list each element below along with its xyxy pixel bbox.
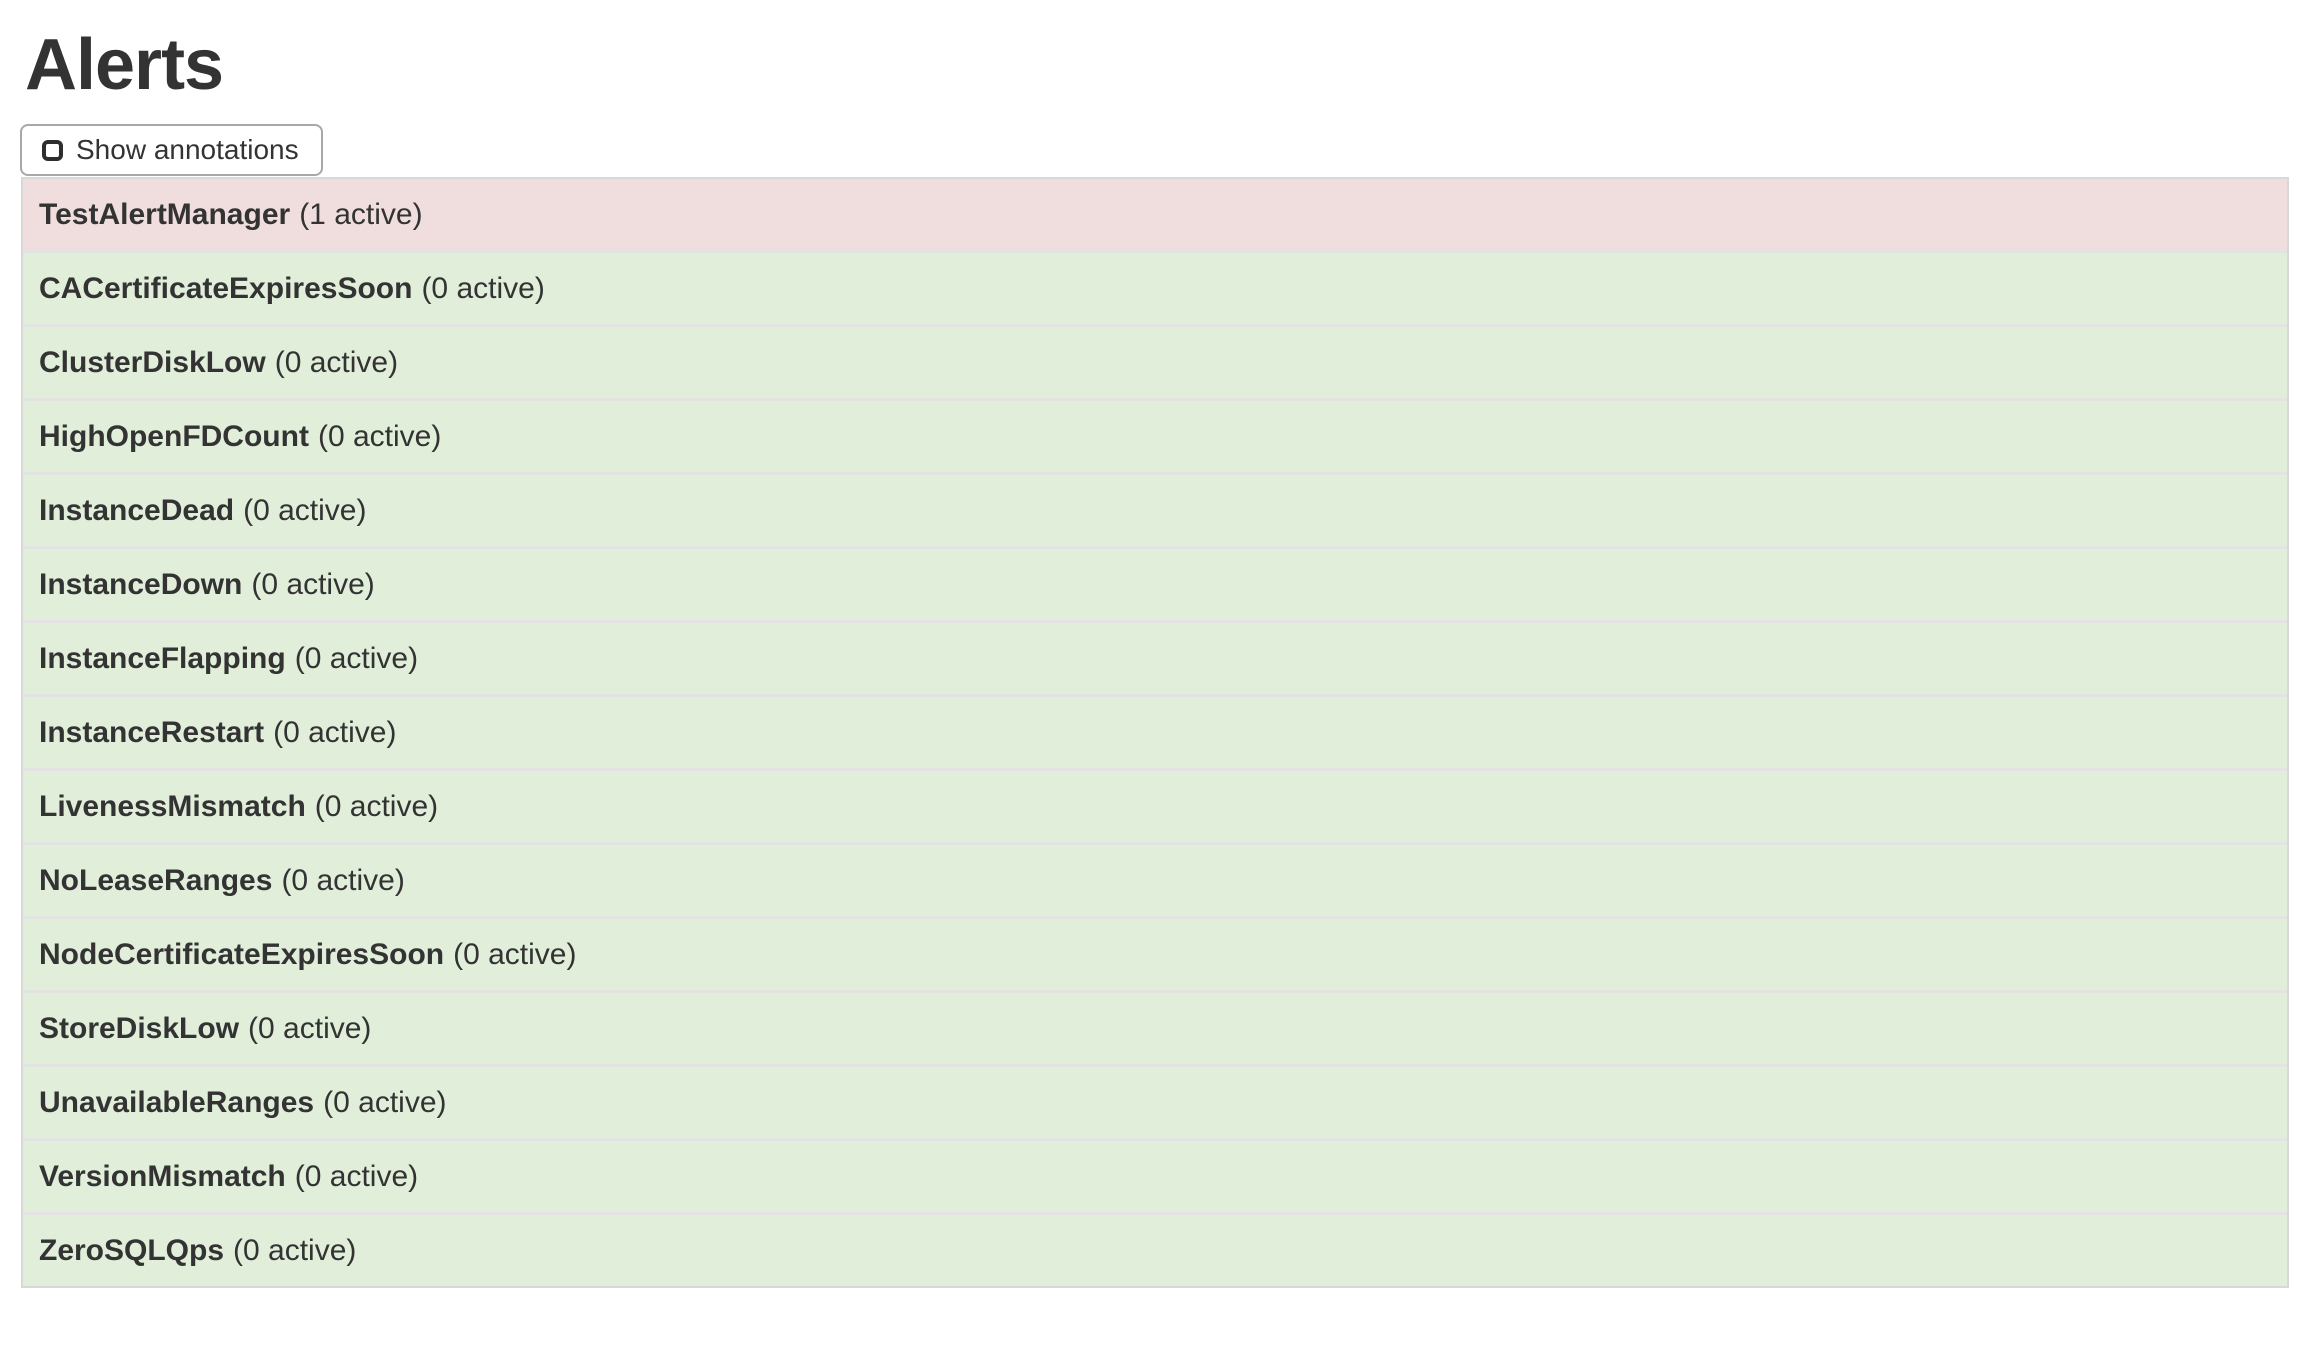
alert-rule-row[interactable]: StoreDiskLow (0 active) xyxy=(23,993,2287,1068)
alert-rule-row[interactable]: TestAlertManager (1 active) xyxy=(23,179,2287,254)
alert-active-count: (0 active) xyxy=(453,937,577,971)
alert-active-count: (0 active) xyxy=(294,1159,419,1193)
alert-name: InstanceRestart xyxy=(39,715,265,749)
alert-active-count: (0 active) xyxy=(243,493,367,527)
alert-rule-row[interactable]: InstanceRestart (0 active) xyxy=(23,697,2287,772)
alert-name: InstanceDead xyxy=(39,493,235,527)
alert-name: UnavailableRanges xyxy=(39,1085,315,1119)
alert-name: VersionMismatch xyxy=(39,1159,286,1193)
alert-rule-row[interactable]: NodeCertificateExpiresSoon (0 active) xyxy=(23,919,2287,994)
alert-rule-row[interactable]: ZeroSQLQps (0 active) xyxy=(23,1215,2287,1287)
alert-rule-row[interactable]: InstanceFlapping (0 active) xyxy=(23,623,2287,698)
alert-active-count: (0 active) xyxy=(273,715,397,749)
show-annotations-label: Show annotations xyxy=(76,134,299,166)
alert-active-count: (0 active) xyxy=(314,789,439,823)
alert-active-count: (0 active) xyxy=(233,1233,357,1267)
alert-active-count: (0 active) xyxy=(317,419,442,453)
alert-rule-row[interactable]: UnavailableRanges (0 active) xyxy=(23,1067,2287,1142)
alert-rule-row[interactable]: CACertificateExpiresSoon (0 active) xyxy=(23,253,2287,328)
alert-active-count: (0 active) xyxy=(323,1085,447,1119)
alert-name: CACertificateExpiresSoon xyxy=(39,271,413,305)
alert-active-count: (0 active) xyxy=(294,641,419,675)
alert-list: TestAlertManager (1 active) CACertificat… xyxy=(21,177,2289,1289)
alert-name: ClusterDiskLow xyxy=(39,345,266,379)
alert-active-count: (0 active) xyxy=(281,863,405,897)
alert-name: HighOpenFDCount xyxy=(39,419,309,453)
alert-rule-row[interactable]: InstanceDead (0 active) xyxy=(23,475,2287,550)
alert-active-count: (1 active) xyxy=(299,197,423,231)
alert-name: StoreDiskLow xyxy=(39,1011,240,1045)
alert-name: InstanceFlapping xyxy=(39,641,286,675)
alert-name: ZeroSQLQps xyxy=(39,1233,225,1267)
alert-name: InstanceDown xyxy=(39,567,243,601)
alert-name: LivenessMismatch xyxy=(39,789,306,823)
alert-name: TestAlertManager xyxy=(39,197,291,231)
alert-active-count: (0 active) xyxy=(274,345,399,379)
alert-name: NodeCertificateExpiresSoon xyxy=(39,937,445,971)
alert-rule-row[interactable]: ClusterDiskLow (0 active) xyxy=(23,327,2287,402)
page-title: Alerts xyxy=(25,25,224,105)
alert-rule-row[interactable]: LivenessMismatch (0 active) xyxy=(23,771,2287,846)
alert-rule-row[interactable]: InstanceDown (0 active) xyxy=(23,549,2287,624)
alert-name: NoLeaseRanges xyxy=(39,863,273,897)
alert-active-count: (0 active) xyxy=(421,271,545,305)
alert-active-count: (0 active) xyxy=(248,1011,372,1045)
alert-active-count: (0 active) xyxy=(251,567,375,601)
alert-rule-row[interactable]: VersionMismatch (0 active) xyxy=(23,1141,2287,1216)
show-annotations-checkbox-icon[interactable] xyxy=(42,139,63,161)
alert-rule-row[interactable]: NoLeaseRanges (0 active) xyxy=(23,845,2287,920)
show-annotations-button[interactable]: Show annotations xyxy=(20,124,323,177)
alert-rule-row[interactable]: HighOpenFDCount (0 active) xyxy=(23,401,2287,476)
